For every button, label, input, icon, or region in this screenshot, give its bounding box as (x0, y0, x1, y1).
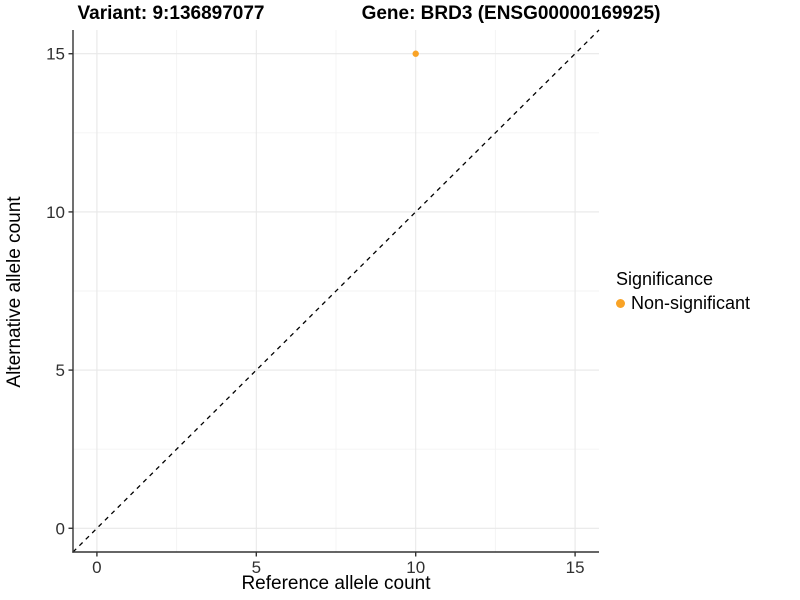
legend-point-icon (616, 299, 625, 308)
legend-entry: Non-significant (616, 293, 750, 314)
plot-title-gene: Gene: BRD3 (ENSG00000169925) (361, 3, 661, 24)
y-tick-label: 0 (56, 519, 65, 538)
data-point (412, 50, 419, 57)
x-tick-label: 15 (566, 558, 585, 577)
y-tick-label: 15 (46, 45, 65, 64)
y-axis-label: Alternative allele count (4, 196, 25, 388)
y-tick-label: 10 (46, 203, 65, 222)
x-tick-label: 5 (252, 558, 261, 577)
x-axis-label: Reference allele count (241, 573, 431, 594)
legend: Significance Non-significant (616, 269, 750, 314)
legend-entry-label: Non-significant (631, 293, 751, 313)
plot-title-variant: Variant: 9:136897077 (77, 3, 265, 24)
legend-title: Significance (616, 269, 714, 289)
identity-dashed-line (72, 29, 600, 553)
x-tick-label: 0 (92, 558, 101, 577)
y-tick-label: 5 (56, 361, 65, 380)
x-tick-label: 10 (406, 558, 425, 577)
